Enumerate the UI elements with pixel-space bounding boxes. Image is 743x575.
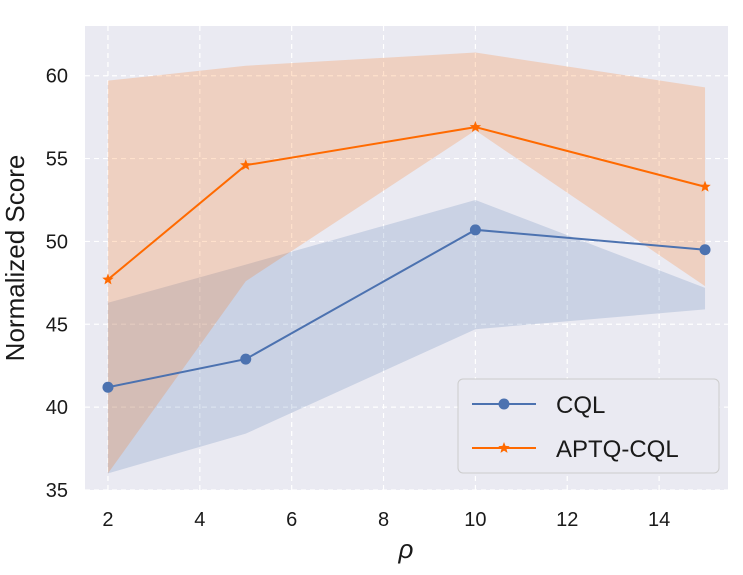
y-tick-label: 45 [46, 314, 68, 336]
y-axis-label: Normalized Score [0, 155, 30, 362]
series-lines [107, 126, 706, 389]
y-tick-label: 35 [46, 480, 68, 502]
legend-label-aptq-cql: APTQ-CQL [556, 436, 679, 463]
x-tick-label: 8 [378, 509, 389, 531]
x-tick-label: 14 [648, 509, 670, 531]
legend: CQL APTQ-CQL [457, 378, 720, 474]
legend-marker-aptq-cql [498, 442, 510, 453]
point-cql [699, 244, 711, 256]
series-markers [102, 121, 711, 393]
y-tick-label: 40 [46, 397, 68, 419]
y-tick-label: 50 [46, 231, 68, 253]
y-tick-labels: 35 40 45 50 55 60 [46, 66, 68, 502]
y-tick-label: 60 [46, 66, 68, 88]
legend-marker-cql [498, 398, 510, 410]
x-tick-label: 2 [102, 509, 113, 531]
point-aptq-cql [102, 273, 114, 285]
x-tick-label: 10 [464, 509, 486, 531]
line-aptq-cql [107, 126, 706, 281]
y-tick-label: 55 [46, 149, 68, 171]
x-tick-label: 12 [556, 509, 578, 531]
x-axis-label: ρ [398, 534, 414, 564]
line-cql [107, 228, 706, 389]
x-tick-label: 6 [286, 509, 297, 531]
point-cql [102, 381, 114, 393]
point-aptq-cql [699, 180, 711, 192]
legend-label-cql: CQL [556, 392, 605, 419]
legend-box [457, 378, 720, 474]
confidence-bands [107, 52, 706, 474]
x-tick-labels: 2 4 6 8 10 12 14 [102, 509, 670, 531]
point-aptq-cql [240, 159, 252, 171]
x-tick-label: 4 [194, 509, 205, 531]
point-cql [240, 353, 252, 365]
point-aptq-cql [469, 121, 482, 132]
point-cql [469, 224, 481, 236]
band-aptq-cql [107, 52, 706, 474]
band-cql [107, 200, 706, 474]
